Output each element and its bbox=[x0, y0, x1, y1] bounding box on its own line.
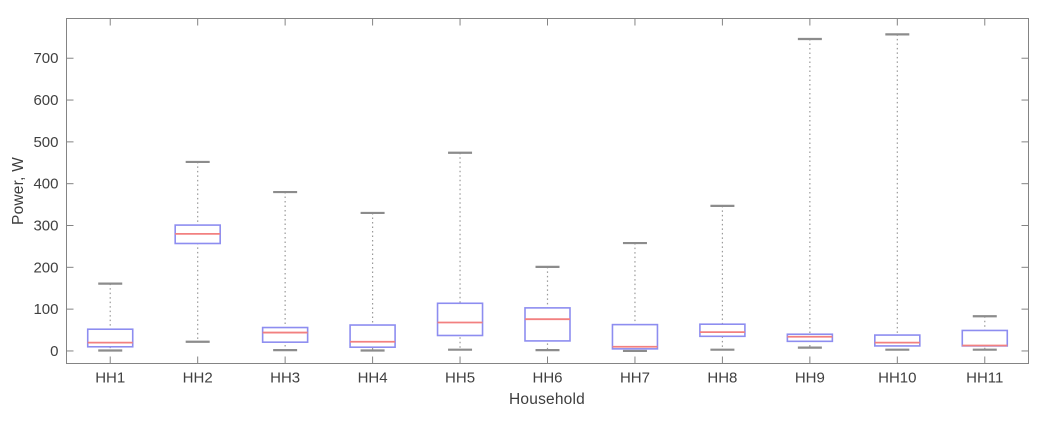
x-tick-label: HH6 bbox=[532, 370, 562, 387]
x-tick-label: HH9 bbox=[795, 370, 825, 387]
x-tick-label: HH1 bbox=[95, 370, 125, 387]
box-iqr bbox=[874, 334, 921, 347]
box-iqr bbox=[436, 302, 484, 337]
x-tick-label: HH2 bbox=[183, 370, 213, 387]
box-iqr bbox=[524, 307, 571, 342]
y-tick-label: 100 bbox=[33, 301, 58, 318]
box-iqr bbox=[611, 323, 659, 350]
y-tick-label: 0 bbox=[50, 343, 58, 360]
box-iqr bbox=[961, 329, 1009, 347]
box-iqr bbox=[261, 326, 309, 343]
x-tick-label: HH3 bbox=[270, 370, 300, 387]
y-tick-label: 600 bbox=[33, 92, 58, 109]
y-tick-label: 300 bbox=[33, 218, 58, 235]
x-tick-label: HH8 bbox=[707, 370, 737, 387]
x-axis-label: Household bbox=[509, 391, 585, 408]
x-tick-label: HH4 bbox=[358, 370, 388, 387]
y-tick-label: 200 bbox=[33, 259, 58, 276]
box-iqr bbox=[349, 324, 396, 348]
y-tick-label: 700 bbox=[33, 50, 58, 67]
x-tick-label: HH11 bbox=[966, 370, 1003, 387]
y-axis-label: Power, W bbox=[10, 157, 27, 225]
y-tick-label: 400 bbox=[33, 176, 58, 193]
box-iqr bbox=[86, 328, 134, 348]
y-tick-label: 500 bbox=[33, 134, 58, 151]
x-tick-label: HH5 bbox=[445, 370, 475, 387]
x-tick-label: HH7 bbox=[620, 370, 650, 387]
box-iqr bbox=[786, 333, 834, 343]
x-tick-label: HH10 bbox=[878, 370, 916, 387]
box-iqr bbox=[699, 323, 746, 338]
